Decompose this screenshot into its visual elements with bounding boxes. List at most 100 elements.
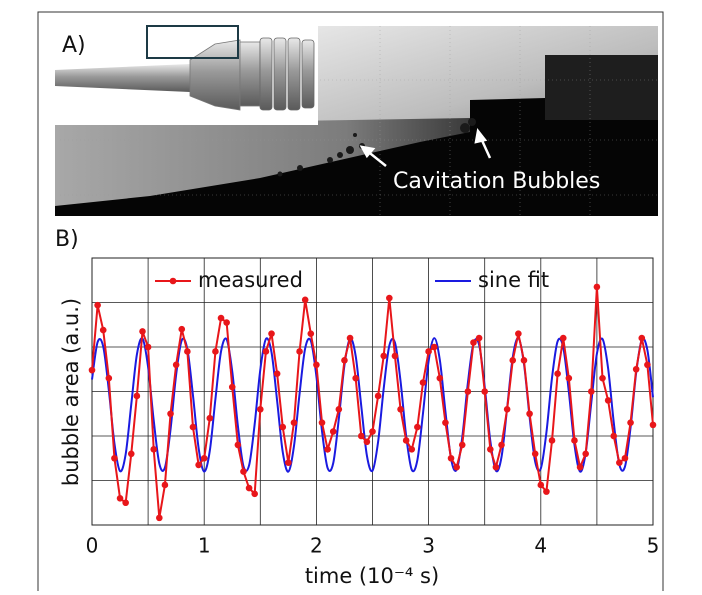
data-point [621,454,629,462]
data-point [498,441,505,449]
data-point [587,388,595,395]
data-point [604,397,612,404]
data-point [386,294,393,302]
data-point [436,374,444,382]
data-point [627,419,634,426]
data-point [458,441,466,449]
data-point [470,339,477,346]
data-point [616,459,623,467]
data-point [206,414,214,422]
x-tick-label: 5 [647,534,660,558]
data-point [414,423,421,431]
data-point [139,328,146,335]
data-point [133,392,141,400]
figure-border [37,11,664,595]
data-point [638,334,646,342]
data-point [245,484,253,492]
data-point [144,343,152,351]
legend-label: measured [198,268,303,292]
data-point [380,352,388,360]
data-point [111,454,118,462]
data-point [559,334,567,342]
data-point [279,423,287,431]
panel-label: B) [55,227,79,252]
data-point [464,388,472,395]
x-tick-label: 3 [422,534,435,558]
data-point [391,352,399,360]
data-point [346,334,354,342]
data-point [610,432,618,440]
data-point [599,374,606,382]
data-point [240,468,247,475]
data-point [94,301,101,309]
data-point [369,428,376,435]
data-point [167,410,174,418]
data-point [268,330,275,337]
data-point [318,419,326,426]
data-point [543,488,550,495]
data-point [447,454,455,462]
data-point [273,370,281,378]
data-point [357,432,365,440]
data-point [644,361,651,369]
data-point [184,348,191,355]
data-point [425,348,432,355]
x-tick-label: 1 [198,534,211,558]
legend-label: sine fit [478,268,549,292]
data-point [520,357,528,364]
data-point [178,325,186,333]
data-point [526,410,533,418]
data-point [150,446,158,453]
data-point [408,446,416,453]
data-point [228,383,236,391]
data-point [217,314,225,322]
data-point [582,450,589,458]
data-point [251,490,258,498]
x-tick-label: 0 [86,534,99,558]
data-point [189,423,197,431]
data-point [481,388,489,395]
data-point [223,319,230,326]
data-point [632,365,640,373]
data-point [397,406,404,413]
data-point [509,357,517,364]
data-point [212,348,219,355]
data-point [548,437,556,444]
data-point [307,330,315,337]
data-point [374,392,382,400]
data-point [122,499,129,507]
data-point [99,326,107,334]
data-point [565,374,573,382]
data-point [503,406,511,413]
data-point [515,330,522,337]
data-point [402,437,410,444]
data-point [453,463,460,471]
data-point [576,463,584,471]
panel-label: A) [62,33,86,58]
data-point [571,437,578,444]
data-point [290,419,298,426]
data-point [649,421,657,429]
data-point [172,361,180,369]
data-point [335,406,343,413]
data-point [296,348,303,355]
data-point [430,343,438,351]
data-point [531,450,539,458]
data-point [329,428,337,435]
data-point [341,357,348,364]
data-point [352,374,359,382]
data-point [492,463,500,471]
data-point [257,406,264,413]
data-point [161,481,169,489]
image-annotation: Cavitation Bubbles [393,169,600,194]
legend-marker [169,277,177,285]
data-point [537,481,545,489]
data-point [127,450,135,458]
data-point [363,438,371,446]
data-point [156,514,163,522]
data-point [313,361,320,369]
photo: A) Cavitation Bubbles [55,25,658,216]
data-point [262,348,270,355]
data-point [116,495,124,502]
